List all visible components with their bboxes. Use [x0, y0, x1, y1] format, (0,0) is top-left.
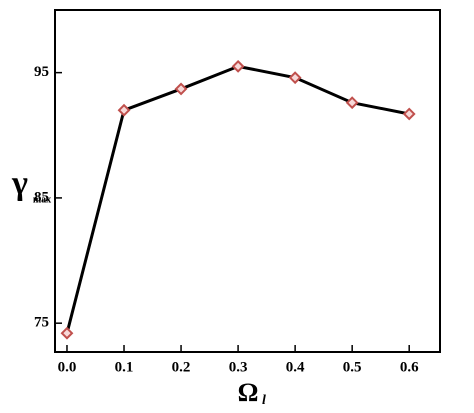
x-tick-label: 0.5	[343, 359, 362, 375]
x-tick-label: 0.2	[172, 359, 191, 375]
data-point	[174, 82, 188, 96]
data-point	[288, 71, 302, 85]
y-axis-label-sub: max	[33, 194, 51, 205]
y-tick-label: 95	[34, 64, 49, 80]
plot-frame	[54, 9, 441, 353]
data-point	[402, 107, 416, 121]
x-tick-label: 0.6	[400, 359, 419, 375]
data-line	[65, 64, 410, 334]
y-tick-label: 85	[34, 189, 49, 205]
y-axis-label: γ	[11, 165, 28, 202]
x-axis-label-sub: l	[262, 393, 266, 408]
x-tick-label: 0.0	[58, 359, 77, 375]
data-point	[60, 326, 74, 340]
x-axis-label: Ω	[238, 378, 259, 407]
x-tick-label: 0.4	[286, 359, 305, 375]
data-point	[231, 59, 245, 73]
x-tick-label: 0.3	[229, 359, 248, 375]
data-point	[117, 103, 131, 117]
data-point	[345, 96, 359, 110]
x-tick-label: 0.1	[115, 359, 134, 375]
y-tick-label: 75	[34, 315, 49, 331]
